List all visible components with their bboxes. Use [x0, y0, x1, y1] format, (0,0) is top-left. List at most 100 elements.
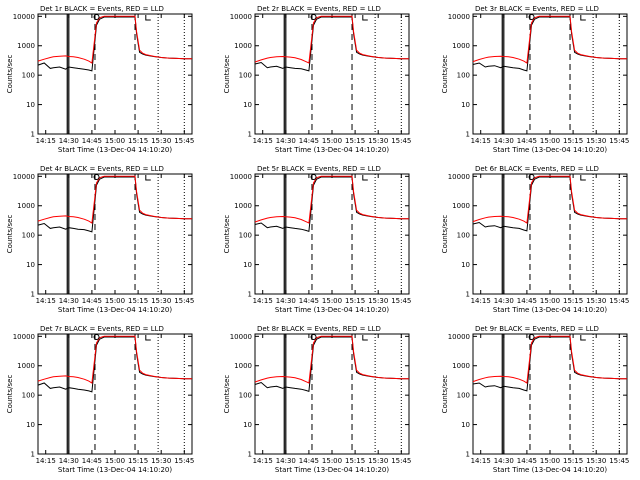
x-tick-label: 14:30: [494, 297, 514, 305]
plot-frame: [37, 13, 193, 135]
series-events-line: [472, 16, 627, 72]
x-tick-label: 15:00: [322, 297, 342, 305]
y-tick-label: 10000: [13, 333, 35, 341]
x-axis-label: Start Time (13-Dec-04 14:10:20): [58, 146, 172, 154]
y-tick-label: 10000: [230, 13, 252, 21]
y-tick-label: 100: [239, 232, 252, 240]
panel-det-3: Det 3r BLACK = Events, RED = LLD Counts/s…: [441, 5, 629, 154]
y-axis-label: Counts/sec: [223, 215, 231, 254]
y-tick-label: 10000: [448, 333, 470, 341]
chart-title: Det 5r BLACK = Events, RED = LLD: [257, 165, 381, 173]
y-tick-label: 10: [243, 261, 252, 269]
series-events-line: [254, 336, 409, 392]
y-axis-label: Counts/sec: [6, 55, 14, 94]
series-events-line: [37, 176, 192, 233]
x-tick-label: 14:45: [299, 457, 319, 465]
series-lld-line: [472, 175, 627, 224]
chart-title: Det 6r BLACK = Events, RED = LLD: [475, 165, 599, 173]
plot-frame: [472, 13, 628, 135]
y-tick-label: 1: [466, 131, 470, 139]
x-tick-label: 14:30: [59, 457, 79, 465]
x-tick-label: 15:30: [151, 137, 171, 145]
y-tick-label: 1: [466, 451, 470, 459]
x-tick-label: 14:45: [517, 137, 537, 145]
y-tick-label: 10: [26, 101, 35, 109]
y-tick-label: 1: [31, 291, 35, 299]
y-tick-label: 10: [26, 261, 35, 269]
panel-det-8: Det 8r BLACK = Events, RED = LLD Counts/s…: [223, 325, 411, 474]
chart-title: Det 7r BLACK = Events, RED = LLD: [40, 325, 164, 333]
y-tick-label: 1: [466, 291, 470, 299]
peak-marker: [310, 174, 317, 180]
step-glyph: [580, 335, 586, 341]
y-tick-label: 10000: [448, 173, 470, 181]
series-lld-line: [37, 335, 192, 384]
x-axis-label: Start Time (13-Dec-04 14:10:20): [58, 466, 172, 474]
y-tick-label: 10: [461, 421, 470, 429]
series-events-line: [472, 336, 627, 392]
x-tick-label: 15:30: [368, 297, 388, 305]
peak-marker: [528, 174, 535, 180]
x-tick-label: 15:30: [586, 457, 606, 465]
x-tick-label: 15:45: [174, 137, 194, 145]
x-tick-label: 15:30: [151, 297, 171, 305]
plot-frame: [37, 173, 193, 295]
y-tick-label: 100: [22, 232, 35, 240]
plot-frame: [254, 173, 410, 295]
y-tick-label: 1: [31, 451, 35, 459]
x-tick-label: 14:30: [276, 137, 296, 145]
peak-marker: [310, 334, 317, 340]
plot-frame: [37, 333, 193, 455]
peak-marker: [93, 174, 100, 180]
step-glyph: [580, 175, 586, 181]
x-tick-label: 14:45: [517, 297, 537, 305]
x-axis-label: Start Time (13-Dec-04 14:10:20): [493, 306, 607, 314]
step-glyph: [580, 15, 586, 21]
y-tick-label: 1000: [17, 362, 35, 370]
y-tick-label: 100: [239, 72, 252, 80]
chart-title: Det 1r BLACK = Events, RED = LLD: [40, 5, 164, 13]
y-axis-label: Counts/sec: [223, 375, 231, 414]
x-tick-label: 14:30: [494, 457, 514, 465]
x-tick-label: 15:00: [322, 137, 342, 145]
x-tick-label: 15:15: [563, 297, 583, 305]
y-tick-label: 10: [461, 101, 470, 109]
chart-title: Det 3r BLACK = Events, RED = LLD: [475, 5, 599, 13]
plot-frame: [254, 333, 410, 455]
x-tick-label: 14:15: [471, 297, 491, 305]
x-tick-label: 15:00: [540, 297, 560, 305]
y-tick-label: 10000: [13, 13, 35, 21]
x-tick-label: 15:15: [345, 137, 365, 145]
x-tick-label: 14:15: [36, 137, 56, 145]
y-tick-label: 10000: [448, 13, 470, 21]
series-events-line: [254, 176, 409, 232]
x-tick-label: 14:30: [59, 297, 79, 305]
x-tick-label: 14:15: [471, 457, 491, 465]
x-tick-label: 14:15: [471, 137, 491, 145]
y-tick-label: 10: [26, 421, 35, 429]
y-tick-label: 10: [461, 261, 470, 269]
x-tick-label: 15:15: [128, 137, 148, 145]
x-tick-label: 14:45: [299, 297, 319, 305]
series-events-line: [472, 176, 627, 232]
x-tick-label: 15:15: [345, 297, 365, 305]
x-tick-label: 15:15: [563, 457, 583, 465]
x-tick-label: 14:15: [36, 297, 56, 305]
y-tick-label: 100: [22, 392, 35, 400]
chart-title: Det 4r BLACK = Events, RED = LLD: [40, 165, 164, 173]
x-axis-label: Start Time (13-Dec-04 14:10:20): [275, 146, 389, 154]
plot-frame: [472, 173, 628, 295]
panel-det-4: Det 4r BLACK = Events, RED = LLD Counts/s…: [6, 165, 194, 314]
x-tick-label: 14:45: [517, 457, 537, 465]
x-axis-label: Start Time (13-Dec-04 14:10:20): [275, 466, 389, 474]
peak-marker: [310, 14, 317, 20]
x-tick-label: 15:15: [563, 137, 583, 145]
y-tick-label: 1: [248, 291, 252, 299]
y-tick-label: 1000: [234, 362, 252, 370]
x-tick-label: 15:00: [105, 297, 125, 305]
peak-marker: [93, 334, 100, 340]
y-tick-label: 100: [22, 72, 35, 80]
step-glyph: [362, 335, 368, 341]
x-tick-label: 15:00: [540, 457, 560, 465]
x-tick-label: 15:45: [609, 297, 629, 305]
